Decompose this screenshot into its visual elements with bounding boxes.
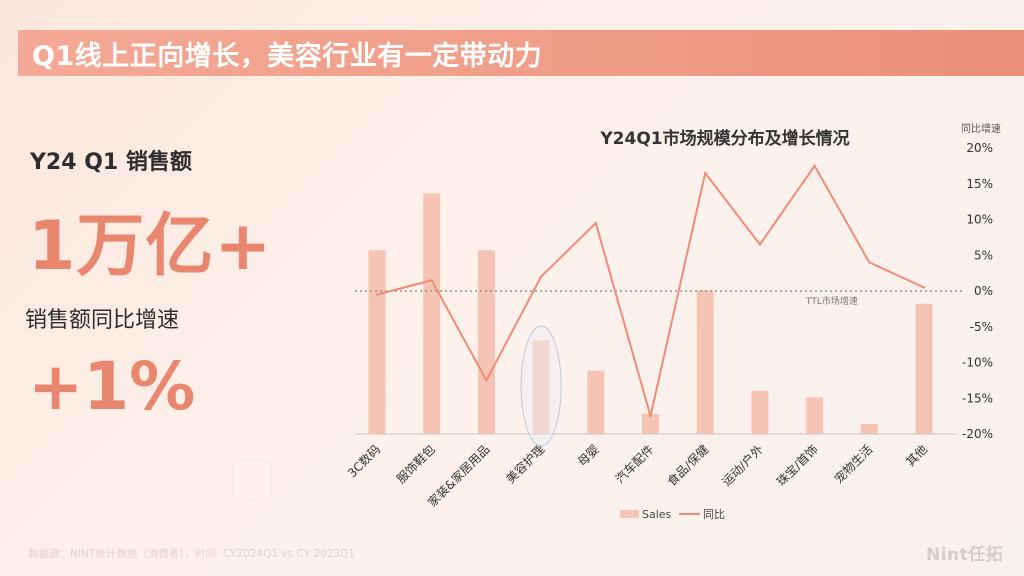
x-tick-label: 母婴 [575,442,602,469]
bar-5 [642,413,659,434]
reference-line-group: TTL市场增速 [355,290,962,307]
growth-point-6 [704,171,707,175]
x-tick-label: 运动/户外 [719,442,766,489]
growth-point-4 [594,221,597,225]
growth-point-1 [430,279,433,282]
source-note: 数据源：NINT统计数据（消费者），时间: CY2024Q1 vs CY 202… [28,548,355,560]
page-title: Q1线上正向增长，美容行业有一定带动力 [32,40,543,72]
legend-swatch-sales [620,510,639,518]
bar-1 [423,193,441,434]
right-axis-label: 同比增速 [961,122,1001,135]
growth-point-3 [539,275,543,278]
right-tick-label: -15% [962,391,993,405]
right-tick-label: -20% [962,427,993,441]
right-tick-label: 15% [966,177,993,191]
reference-line-label: TTL市场增速 [805,295,858,307]
right-tick-label: 0% [974,284,993,298]
right-tick-label: -5% [970,320,993,334]
right-tick-label: 20% [966,141,993,155]
bar-4 [587,370,605,434]
growth-point-9 [868,261,871,264]
growth-value: +1% [28,348,196,425]
right-tick-label: 10% [966,213,993,227]
brand-logo: Nint任拓 [926,545,1004,565]
bar-6 [696,290,714,434]
legend: Sales 同比 [620,508,725,521]
highlight-ellipse [520,325,562,447]
growth-point-8 [813,164,816,168]
x-tick-label: 3C数码 [344,442,383,481]
x-tick-label: 美容护理 [503,442,548,487]
bar-10 [915,303,933,434]
bar-2 [477,250,495,434]
title-bar: Q1线上正向增长，美容行业有一定带动力 [18,30,1024,76]
sales-label: Y24 Q1 销售额 [30,150,192,175]
x-tick-label: 服饰鞋包 [393,442,438,487]
bar-3 [532,340,550,434]
growth-point-10 [922,286,926,289]
legend-label-sales: Sales [642,508,672,521]
right-axis-ticks: 20% 15% 10% 5% 0% -5% -10% -15% -20% [962,141,993,441]
bar-9 [860,423,878,434]
growth-label: 销售额同比增速 [25,308,180,333]
growth-point-0 [375,293,379,296]
bars-group [368,193,933,434]
x-tick-label: 珠宝/首饰 [774,442,821,489]
growth-point-2 [485,379,488,382]
growth-point-5 [649,414,652,418]
highlight-group [520,325,562,447]
right-tick-label: -10% [962,356,993,370]
x-tick-label: 食品/保健 [664,442,711,489]
chart-title: Y24Q1市场规模分布及增长情况 [599,128,849,149]
right-tick-label: 5% [974,248,993,262]
bar-8 [806,397,824,434]
growth-line-group [375,164,926,418]
bar-7 [751,390,769,434]
decorative-frame-icon [232,460,272,500]
bar-0 [368,250,386,434]
growth-point-7 [758,243,762,246]
x-tick-label: 其他 [903,442,930,469]
x-tick-label: 宠物生活 [831,442,876,487]
x-tick-label: 汽车配件 [612,442,657,487]
legend-label-growth: 同比 [703,508,725,521]
sales-value: 1万亿+ [28,207,273,286]
